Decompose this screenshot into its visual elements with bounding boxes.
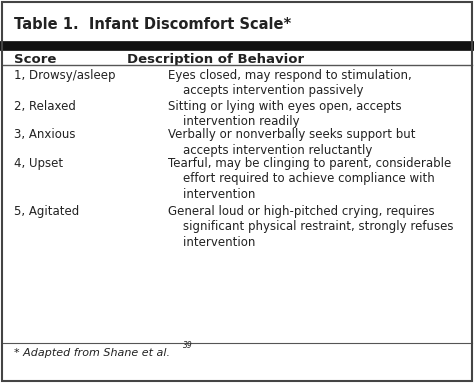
Text: Tearful, may be clinging to parent, considerable: Tearful, may be clinging to parent, cons… xyxy=(168,157,452,170)
Text: Eyes closed, may respond to stimulation,: Eyes closed, may respond to stimulation, xyxy=(168,69,412,82)
Text: Score: Score xyxy=(14,53,56,66)
Text: Table 1.  Infant Discomfort Scale*: Table 1. Infant Discomfort Scale* xyxy=(14,17,292,32)
Text: accepts intervention passively: accepts intervention passively xyxy=(168,84,364,97)
Text: Sitting or lying with eyes open, accepts: Sitting or lying with eyes open, accepts xyxy=(168,100,402,113)
Text: 2, Relaxed: 2, Relaxed xyxy=(14,100,76,113)
Text: Description of Behavior: Description of Behavior xyxy=(127,53,304,66)
Text: intervention: intervention xyxy=(168,236,255,249)
Text: Verbally or nonverbally seeks support but: Verbally or nonverbally seeks support bu… xyxy=(168,128,416,141)
Text: 3, Anxious: 3, Anxious xyxy=(14,128,76,141)
Text: * Adapted from Shane et al.: * Adapted from Shane et al. xyxy=(14,348,170,358)
Text: accepts intervention reluctantly: accepts intervention reluctantly xyxy=(168,144,373,157)
Text: 5, Agitated: 5, Agitated xyxy=(14,205,80,218)
Text: intervention: intervention xyxy=(168,188,255,201)
Text: significant physical restraint, strongly refuses: significant physical restraint, strongly… xyxy=(168,220,454,233)
Text: 1, Drowsy/asleep: 1, Drowsy/asleep xyxy=(14,69,116,82)
Text: intervention readily: intervention readily xyxy=(168,115,300,128)
Text: 4, Upset: 4, Upset xyxy=(14,157,64,170)
Text: General loud or high-pitched crying, requires: General loud or high-pitched crying, req… xyxy=(168,205,435,218)
Text: effort required to achieve compliance with: effort required to achieve compliance wi… xyxy=(168,172,435,185)
Text: 39: 39 xyxy=(182,341,192,350)
